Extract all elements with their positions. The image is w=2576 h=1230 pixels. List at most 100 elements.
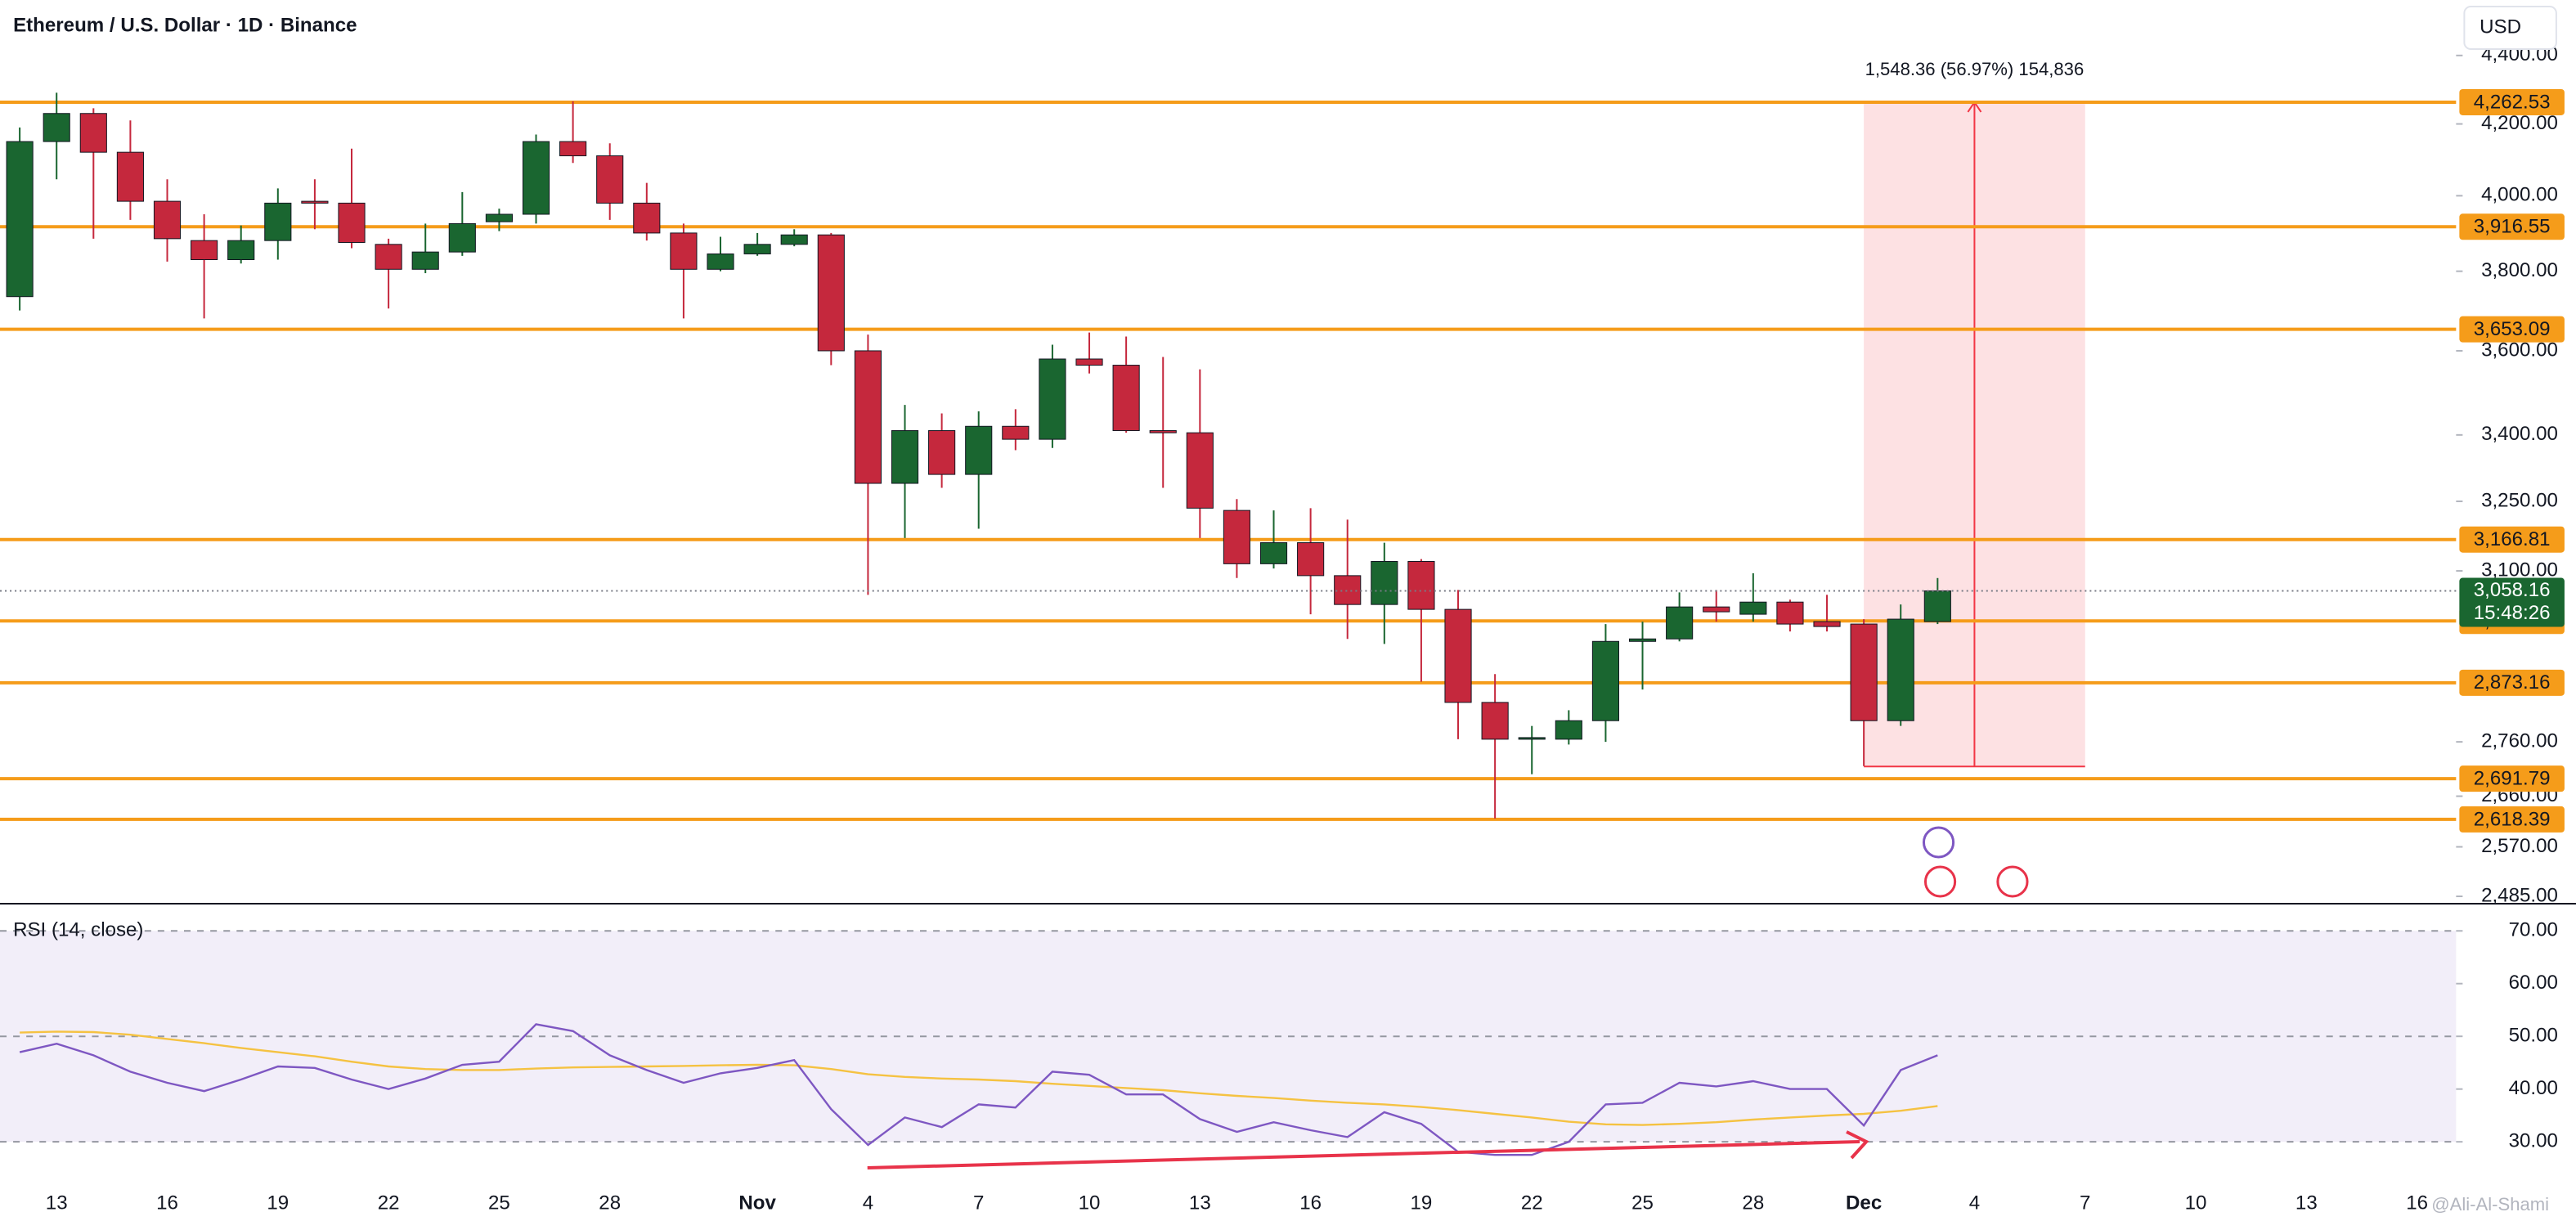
candle-body xyxy=(1371,560,1398,605)
level-badge xyxy=(2459,806,2565,833)
level-label: 4,262.53 xyxy=(2474,91,2551,113)
x-tick-label: 19 xyxy=(1411,1192,1433,1214)
candle-body xyxy=(559,141,587,157)
x-tick-label: 28 xyxy=(1742,1192,1764,1214)
x-tick-label: 10 xyxy=(2185,1192,2207,1214)
x-tick-label: 22 xyxy=(378,1192,400,1214)
y-tick-label: 4,000.00 xyxy=(2481,184,2558,206)
candle-body xyxy=(1739,601,1767,615)
candle-body xyxy=(1703,606,1730,613)
measure-label: 1,548.36 (56.97%) 154,836 xyxy=(1865,59,2085,79)
y-tick-label: 3,600.00 xyxy=(2481,339,2558,361)
candle-body xyxy=(1628,638,1657,642)
y-tick-label: 2,760.00 xyxy=(2481,730,2558,752)
level-label: 3,653.09 xyxy=(2474,318,2551,340)
candle-body xyxy=(301,200,329,204)
candle-body xyxy=(79,113,107,153)
candle-body xyxy=(522,141,550,215)
candle-body xyxy=(411,251,439,270)
y-tick-label: 60.00 xyxy=(2509,972,2558,994)
x-tick-label: 4 xyxy=(863,1192,873,1214)
event-icon[interactable] xyxy=(1923,865,1957,898)
candle-body xyxy=(670,232,698,270)
trend-arrowhead xyxy=(1846,1130,1869,1160)
rsi-line xyxy=(20,1030,1938,1126)
candle-body xyxy=(854,350,882,484)
y-tick-label: 40.00 xyxy=(2509,1077,2558,1099)
candle-body xyxy=(1518,737,1546,740)
candle-body xyxy=(1555,720,1582,740)
x-tick-label: 13 xyxy=(46,1192,68,1214)
candle-body xyxy=(1002,425,1030,440)
currency-button[interactable] xyxy=(2463,6,2557,50)
candle-body xyxy=(6,141,34,298)
x-tick-label: 13 xyxy=(2296,1192,2318,1214)
y-tick-label: 3,800.00 xyxy=(2481,259,2558,281)
x-tick-label: 16 xyxy=(156,1192,178,1214)
x-tick-label: 25 xyxy=(1631,1192,1654,1214)
candle-body xyxy=(1887,618,1914,721)
countdown: 15:48:26 xyxy=(2474,602,2551,624)
y-tick-label: 30.00 xyxy=(2509,1130,2558,1152)
candle-body xyxy=(1075,358,1103,366)
x-tick-label: 13 xyxy=(1189,1192,1211,1214)
candle-body xyxy=(1112,365,1140,432)
y-tick-label: 2,570.00 xyxy=(2481,835,2558,857)
watermark: @Ali-Al-Shami xyxy=(2431,1194,2549,1214)
y-tick-label: 3,400.00 xyxy=(2481,423,2558,445)
candle-body xyxy=(1850,623,1878,721)
x-tick-label: Nov xyxy=(738,1192,776,1214)
x-tick-label: 19 xyxy=(267,1192,289,1214)
candle-body xyxy=(1776,601,1804,625)
candle-body xyxy=(1149,430,1177,433)
candle-body xyxy=(1481,702,1509,740)
level-label: 3,166.81 xyxy=(2474,528,2551,550)
x-tick-label: 25 xyxy=(488,1192,510,1214)
candle-body xyxy=(1813,621,1841,627)
candle-body xyxy=(153,200,182,240)
candle-body xyxy=(1407,560,1435,610)
level-badge xyxy=(2459,765,2565,792)
candle-body xyxy=(928,430,956,475)
candle-body xyxy=(1039,358,1066,440)
chart-title: Ethereum / U.S. Dollar · 1D · Binance xyxy=(13,14,357,36)
candle-body xyxy=(485,213,513,222)
candle-body xyxy=(780,234,808,245)
candle-body xyxy=(1591,640,1619,721)
candle-body xyxy=(375,244,402,270)
current-price-label: 3,058.16 xyxy=(2474,579,2551,601)
candle-body xyxy=(1259,542,1288,564)
candle-body xyxy=(191,240,218,261)
x-tick-label: 16 xyxy=(2406,1192,2428,1214)
x-tick-label: Dec xyxy=(1846,1192,1882,1214)
event-icon[interactable] xyxy=(1922,826,1955,859)
x-tick-label: 22 xyxy=(1521,1192,1543,1214)
level-badge xyxy=(2459,669,2565,696)
level-badge xyxy=(2459,213,2565,240)
level-label: 2,691.79 xyxy=(2474,768,2551,790)
currency-label[interactable]: USD xyxy=(2480,16,2521,38)
x-tick-label: 7 xyxy=(2080,1192,2090,1214)
candle-body xyxy=(1666,606,1694,640)
candle-body xyxy=(1223,510,1250,564)
y-tick-label: 50.00 xyxy=(2509,1025,2558,1047)
candle-body xyxy=(1297,542,1325,577)
candle-body xyxy=(633,202,661,234)
candle-body xyxy=(338,202,366,243)
level-badge xyxy=(2459,316,2565,343)
level-label: 2,618.39 xyxy=(2474,808,2551,830)
candle-body xyxy=(1444,608,1472,703)
event-icon[interactable] xyxy=(1996,865,2029,898)
candle-body xyxy=(1923,590,1951,622)
y-tick-label: 3,250.00 xyxy=(2481,489,2558,511)
candle-body xyxy=(707,253,734,270)
x-tick-label: 16 xyxy=(1299,1192,1322,1214)
y-tick-label: 70.00 xyxy=(2509,919,2558,941)
x-tick-label: 7 xyxy=(973,1192,984,1214)
candle-body xyxy=(596,155,624,204)
candle-body xyxy=(891,430,919,484)
rsi-line xyxy=(19,1023,1938,1156)
y-tick-label: 2,485.00 xyxy=(2481,884,2558,906)
y-tick-label: 3,100.00 xyxy=(2481,559,2558,581)
